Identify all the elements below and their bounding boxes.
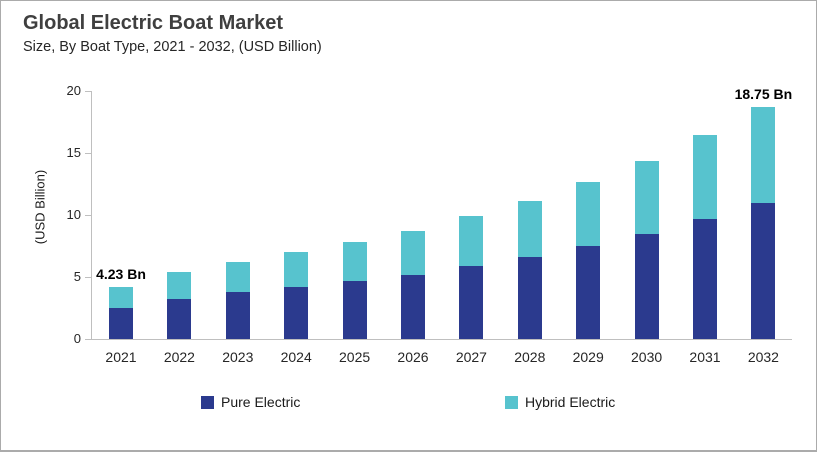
y-axis-tick-mark	[85, 153, 91, 154]
legend-swatch-pure-electric	[201, 395, 214, 409]
y-axis-tick-mark	[85, 339, 91, 340]
x-axis-label-2032: 2032	[747, 349, 779, 365]
x-axis-label-2030: 2030	[631, 349, 663, 365]
x-axis-label-2031: 2031	[689, 349, 721, 365]
x-axis-line	[86, 339, 792, 340]
bar-segment-hybrid-electric-2024	[284, 252, 309, 287]
bar-segment-pure-electric-2026	[401, 274, 425, 339]
bar-segment-hybrid-electric-2029	[576, 181, 601, 246]
bar-segment-hybrid-electric-2030	[634, 161, 659, 235]
x-axis-label-2025: 2025	[339, 349, 371, 365]
legend-label-pure-electric: Pure Electric	[221, 394, 301, 410]
bar-segment-pure-electric-2031	[693, 219, 717, 339]
bar-segment-hybrid-electric-2026	[401, 230, 425, 275]
bar-segment-pure-electric-2023	[225, 291, 250, 339]
x-axis-label-2027: 2027	[455, 349, 487, 365]
x-axis-label-2021: 2021	[105, 349, 137, 365]
bar-segment-pure-electric-2025	[342, 281, 367, 339]
x-axis-label-2024: 2024	[280, 349, 312, 365]
bar-segment-pure-electric-2027	[459, 265, 484, 339]
y-axis-tick-label: 0	[73, 331, 81, 346]
bar-segment-hybrid-electric-2028	[517, 200, 542, 258]
x-axis-label-2028: 2028	[514, 349, 546, 365]
y-axis-tick-mark	[85, 91, 91, 92]
y-axis-tick-mark	[85, 215, 91, 216]
y-axis-tick-label: 5	[73, 269, 81, 284]
x-axis-label-2022: 2022	[163, 349, 195, 365]
chart-subtitle: Size, By Boat Type, 2021 - 2032, (USD Bi…	[23, 39, 322, 55]
bar-segment-hybrid-electric-2027	[459, 216, 484, 266]
bar-segment-hybrid-electric-2021	[109, 286, 133, 308]
x-axis-label-2023: 2023	[222, 349, 254, 365]
data-label-2032: 18.75 Bn	[734, 85, 793, 102]
bar-segment-pure-electric-2024	[284, 286, 309, 339]
y-axis-tick-label: 20	[66, 83, 81, 98]
y-axis-line	[91, 91, 92, 340]
bar-segment-pure-electric-2028	[517, 257, 542, 339]
data-label-2021: 4.23 Bn	[96, 265, 146, 282]
y-axis-tick-mark	[85, 277, 91, 278]
bar-segment-hybrid-electric-2022	[167, 272, 192, 300]
bar-segment-pure-electric-2021	[109, 308, 133, 339]
bar-segment-hybrid-electric-2025	[342, 242, 367, 282]
bar-segment-pure-electric-2029	[576, 246, 601, 339]
bar-segment-hybrid-electric-2031	[693, 135, 717, 220]
bar-segment-pure-electric-2022	[167, 299, 192, 339]
x-axis-label-2026: 2026	[397, 349, 429, 365]
bar-segment-pure-electric-2032	[751, 202, 776, 339]
bar-segment-hybrid-electric-2023	[225, 261, 250, 292]
legend-item-pure-electric: Pure Electric	[201, 394, 300, 410]
bar-segment-hybrid-electric-2032	[751, 106, 776, 203]
chart-title: Global Electric Boat Market	[23, 12, 284, 34]
legend-item-hybrid-electric: Hybrid Electric	[505, 394, 615, 410]
y-axis-tick-label: 15	[66, 145, 81, 160]
legend-swatch-hybrid-electric	[505, 395, 518, 409]
y-axis-tick-label: 10	[66, 207, 81, 222]
bar-segment-pure-electric-2030	[634, 234, 659, 339]
legend-label-hybrid-electric: Hybrid Electric	[525, 394, 616, 410]
x-axis-label-2029: 2029	[572, 349, 604, 365]
